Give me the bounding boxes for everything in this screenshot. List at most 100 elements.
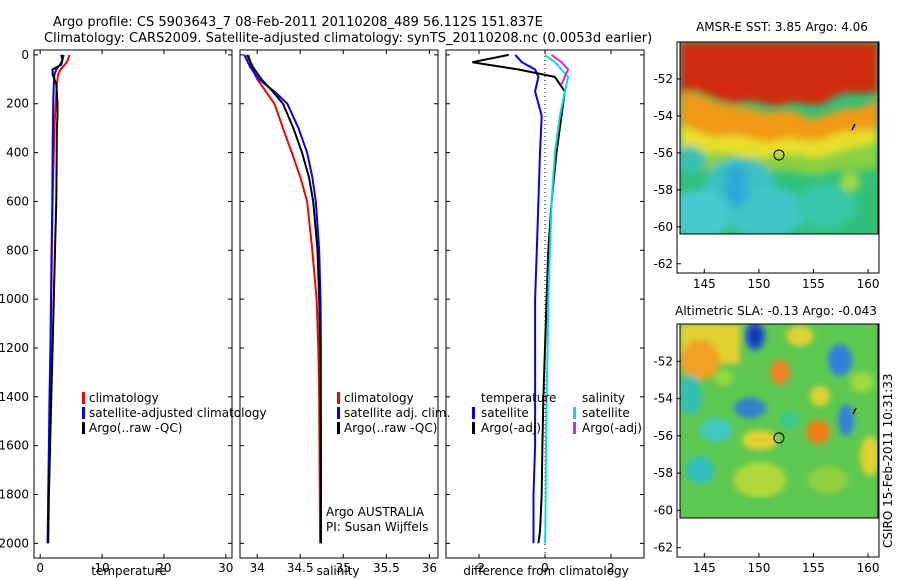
x-tick-label: 34	[250, 561, 265, 575]
sla-map-axes: 145 150 155 160 -52 -54 -56 -58 -60 -62	[653, 354, 879, 575]
legend-label: climatology	[344, 391, 414, 405]
salinity-plot-frame	[239, 49, 439, 559]
depth-tick-label: 1800	[0, 488, 29, 502]
map-y-tick-label: -56	[653, 429, 673, 443]
map-x-tick-label: 155	[802, 277, 825, 291]
csiro-timestamp: CSIRO 15-Feb-2011 10:31:33	[881, 373, 895, 548]
x-tick-label: 34.5	[287, 561, 314, 575]
depth-tick-label: 600	[6, 194, 29, 208]
map-y-tick-label: -54	[653, 109, 673, 123]
x-tick-label: 36	[422, 561, 437, 575]
map-x-tick-label: 150	[747, 277, 770, 291]
series-line-salinity-satellite	[544, 54, 570, 544]
series-line-satellite-adjusted-climatology	[46, 54, 65, 544]
series-line-argo-raw-qc-	[246, 54, 322, 544]
sla-float-track	[852, 407, 857, 415]
figure-title-line2: Climatology: CARS2009. Satellite-adjuste…	[44, 31, 652, 46]
argo-country-label: Argo AUSTRALIA	[326, 505, 425, 519]
difference-legend: temperature salinity satellite Argo(-adj…	[472, 391, 642, 435]
pi-label: PI: Susan Wijffels	[326, 520, 428, 534]
legend-swatch-argo	[82, 422, 85, 434]
map-y-tick-label: -56	[653, 146, 673, 160]
x-tick-label: 0	[541, 561, 549, 575]
depth-tick-label: 1200	[0, 341, 29, 355]
salinity-series	[243, 54, 322, 544]
x-tick-label: -2	[473, 561, 485, 575]
depth-tick-label: 1600	[0, 439, 29, 453]
map-y-tick-label: -62	[653, 541, 673, 555]
sst-map-title: AMSR-E SST: 3.85 Argo: 4.06	[696, 20, 868, 34]
legend-label: climatology	[89, 391, 159, 405]
legend-swatch-argo	[337, 422, 340, 434]
x-tick-label: 35.5	[373, 561, 400, 575]
salinity-x-axis: 34 34.5 35 35.5 36	[240, 50, 438, 575]
depth-axis: 0 200 400 600 800 1000 1200 1400 1600 1800 2000	[0, 48, 29, 550]
sla-map-frame	[676, 323, 880, 558]
map-y-tick-label: -62	[653, 257, 673, 271]
depth-tick-label: 1000	[0, 292, 29, 306]
legend-header-salinity: salinity	[582, 391, 625, 405]
legend-label: satellite	[481, 406, 529, 420]
x-tick-label: 0	[36, 561, 44, 575]
map-x-tick-label: 145	[693, 561, 716, 575]
depth-tick-label: 200	[6, 97, 29, 111]
sla-map-title: Altimetric SLA: -0.13 Argo: -0.043	[675, 304, 877, 318]
difference-axis-label: difference from climatology	[463, 564, 629, 578]
figure-title-line1: Argo profile: CS 5903643_7 08-Feb-2011 2…	[53, 15, 543, 30]
legend-label: Argo(-adj)	[582, 421, 642, 435]
map-x-tick-label: 145	[693, 277, 716, 291]
temperature-x-axis: 0 10 20 30	[34, 50, 233, 575]
salinity-legend: climatology satellite adj. clim. Argo(..…	[337, 391, 450, 435]
series-line-argo-raw-qc-	[47, 54, 64, 544]
legend-label: Argo(..raw -QC)	[89, 421, 182, 435]
map-y-tick-label: -54	[653, 392, 673, 406]
temperature-series	[46, 54, 71, 544]
depth-tick-label: 2000	[0, 536, 29, 550]
legend-header-temperature: temperature	[481, 391, 556, 405]
map-y-tick-label: -58	[653, 466, 673, 480]
series-line-climatology	[247, 54, 322, 544]
difference-x-axis: -2 0 2	[446, 50, 644, 575]
temperature-legend: climatology satellite-adjusted climatolo…	[82, 391, 267, 435]
legend-swatch-sal-argo	[573, 422, 576, 434]
x-tick-label: 35	[336, 561, 351, 575]
sst-map-field	[680, 42, 878, 234]
temperature-plot-frame	[33, 49, 233, 559]
legend-label: satellite adj. clim.	[344, 406, 450, 420]
map-y-tick-label: -60	[653, 503, 673, 517]
sst-float-track	[851, 123, 856, 131]
depth-tick-label: 1400	[0, 390, 29, 404]
legend-label: Argo(-adj)	[481, 421, 541, 435]
sst-float-position-marker	[773, 149, 785, 161]
map-y-tick-label: -52	[653, 72, 673, 86]
legend-swatch-temp-argo	[472, 422, 475, 434]
x-tick-label: 10	[94, 561, 109, 575]
legend-swatch-satellite	[337, 407, 340, 419]
legend-swatch-sal-satellite	[573, 407, 576, 419]
sla-float-position-marker	[773, 432, 785, 444]
legend-label: Argo(..raw -QC)	[344, 421, 437, 435]
x-tick-label: 30	[218, 561, 233, 575]
legend-swatch-climatology	[82, 392, 85, 404]
temperature-axis-label: temperature	[91, 564, 166, 578]
x-tick-label: 20	[156, 561, 171, 575]
map-x-tick-label: 155	[802, 561, 825, 575]
map-y-tick-label: -52	[653, 354, 673, 368]
map-x-tick-label: 160	[857, 277, 880, 291]
depth-tick-label: 800	[6, 243, 29, 257]
difference-series	[472, 53, 570, 544]
sla-map-field	[680, 324, 878, 518]
legend-label: satellite-adjusted climatology	[89, 406, 267, 420]
legend-label: satellite	[582, 406, 630, 420]
sst-map-axes: 145 150 155 160 -52 -54 -56 -58 -60 -62	[653, 72, 879, 291]
legend-swatch-temp-satellite	[472, 407, 475, 419]
map-x-tick-label: 160	[857, 561, 880, 575]
series-line-salinity-argo-adj-	[551, 54, 570, 85]
x-tick-label: 2	[607, 561, 615, 575]
depth-tick-label: 0	[21, 48, 29, 62]
sst-map-frame	[676, 41, 880, 274]
depth-tick-label: 400	[6, 146, 29, 160]
legend-swatch-satellite	[82, 407, 85, 419]
salinity-axis-label: salinity	[316, 564, 359, 578]
